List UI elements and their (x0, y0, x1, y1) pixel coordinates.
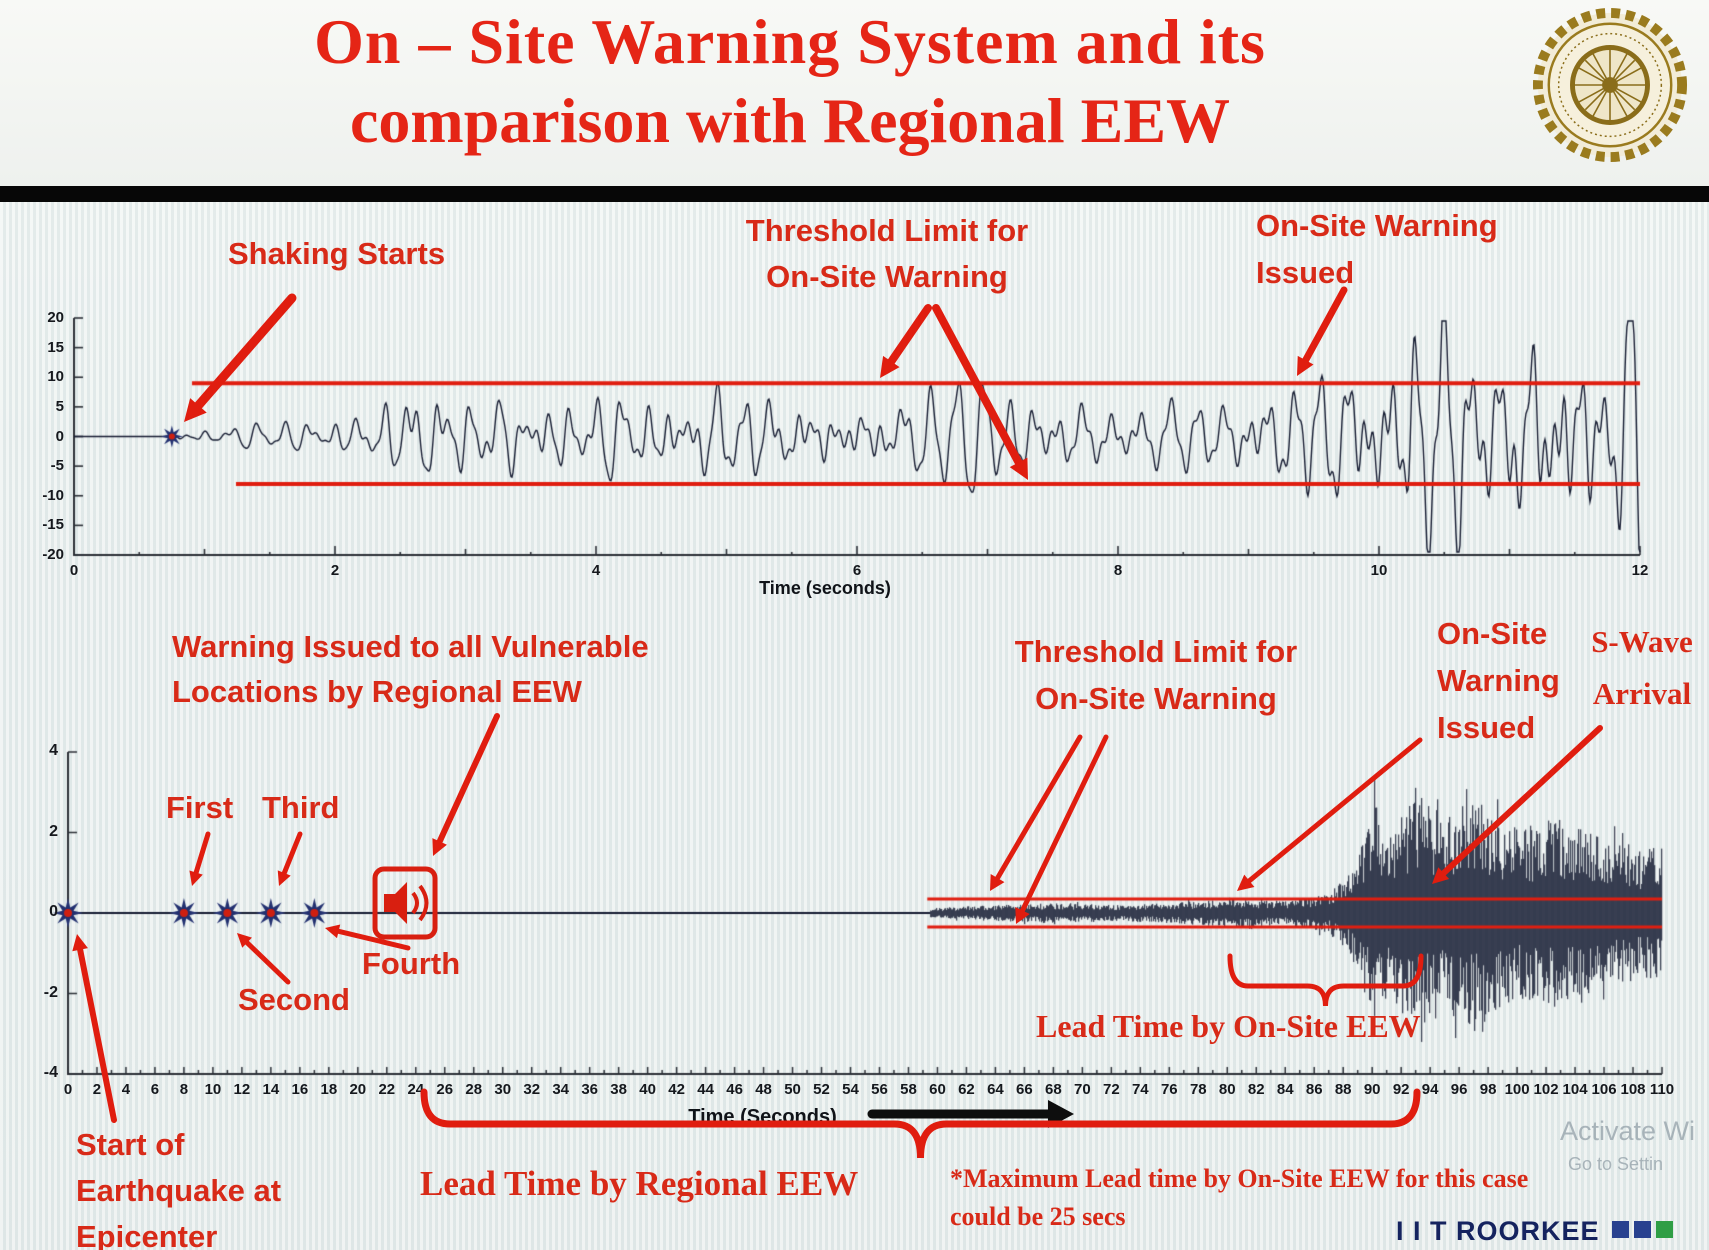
annotation-onsite-bottom-line3: Issued (1437, 710, 1536, 745)
annotation-threshold-bottom-line2: On-Site Warning (1035, 681, 1277, 716)
annotation-onsite-warning-issued-bottom: On-Site Warning Issued (1437, 610, 1560, 751)
annotation-regional-eew-warning: Warning Issued to all Vulnerable Locatio… (172, 624, 649, 714)
top-chart-xaxis-label: Time (seconds) (759, 578, 891, 598)
annotation-lead-time-regional: Lead Time by Regional EEW (420, 1164, 859, 1203)
brand-square (1611, 1220, 1629, 1238)
annotation-maxnote-line1: *Maximum Lead time by On-Site EEW for th… (950, 1164, 1529, 1193)
brand-squares (1607, 1220, 1673, 1243)
annotation-third-warning: Third (262, 790, 340, 825)
annotation-epicenter-line2: Earthquake at (76, 1173, 282, 1208)
annotation-swave-line1: S-Wave (1591, 624, 1693, 659)
activate-windows-watermark: Activate Wi (1560, 1116, 1696, 1146)
annotation-onsite-bottom-line1: On-Site (1437, 616, 1548, 651)
annotation-max-lead-time-note: *Maximum Lead time by On-Site EEW for th… (950, 1160, 1528, 1236)
annotation-threshold-top-line1: Threshold Limit for (745, 213, 1029, 248)
annotation-threshold-bottom-line1: Threshold Limit for (1014, 634, 1298, 669)
annotation-threshold-limit-bottom: Threshold Limit for On-Site Warning (946, 628, 1366, 722)
brand-square (1655, 1220, 1673, 1238)
annotation-s-wave-arrival: S-Wave Arrival (1566, 616, 1709, 720)
annotation-onsite-top-line2: Issued (1256, 255, 1355, 290)
annotation-onsite-warning-issued-top: On-Site Warning Issued (1256, 202, 1498, 296)
annotation-threshold-top-line2: On-Site Warning (766, 259, 1008, 294)
annotation-second-warning: Second (238, 982, 350, 1017)
annotation-epicenter-line3: Epicenter (76, 1219, 218, 1250)
annotation-regional-line2: Locations by Regional EEW (172, 674, 582, 709)
iit-roorkee-wordmark: I I T ROORKEE (1396, 1216, 1673, 1247)
annotation-shaking-starts: Shaking Starts (228, 236, 446, 271)
annotation-swave-line2: Arrival (1592, 676, 1692, 711)
annotation-fourth-warning: Fourth (362, 946, 461, 981)
brand-text: I I T ROORKEE (1396, 1216, 1600, 1246)
annotation-start-of-earthquake: Start of Earthquake at Epicenter (76, 1122, 281, 1250)
bottom-chart-xaxis-label: Time (Seconds) (688, 1106, 837, 1128)
annotation-onsite-bottom-line2: Warning (1437, 663, 1560, 698)
annotation-lead-time-onsite: Lead Time by On-Site EEW (1036, 1008, 1421, 1044)
brand-square (1633, 1220, 1651, 1238)
annotation-onsite-top-line1: On-Site Warning (1256, 208, 1498, 243)
activate-windows-watermark-sub: Go to Settin (1568, 1154, 1664, 1174)
annotation-first-warning: First (166, 790, 234, 825)
annotation-maxnote-line2: could be 25 secs (950, 1202, 1126, 1231)
annotation-epicenter-line1: Start of (76, 1127, 185, 1162)
annotation-regional-line1: Warning Issued to all Vulnerable (172, 629, 649, 664)
annotation-threshold-limit-top: Threshold Limit for On-Site Warning (722, 208, 1052, 300)
